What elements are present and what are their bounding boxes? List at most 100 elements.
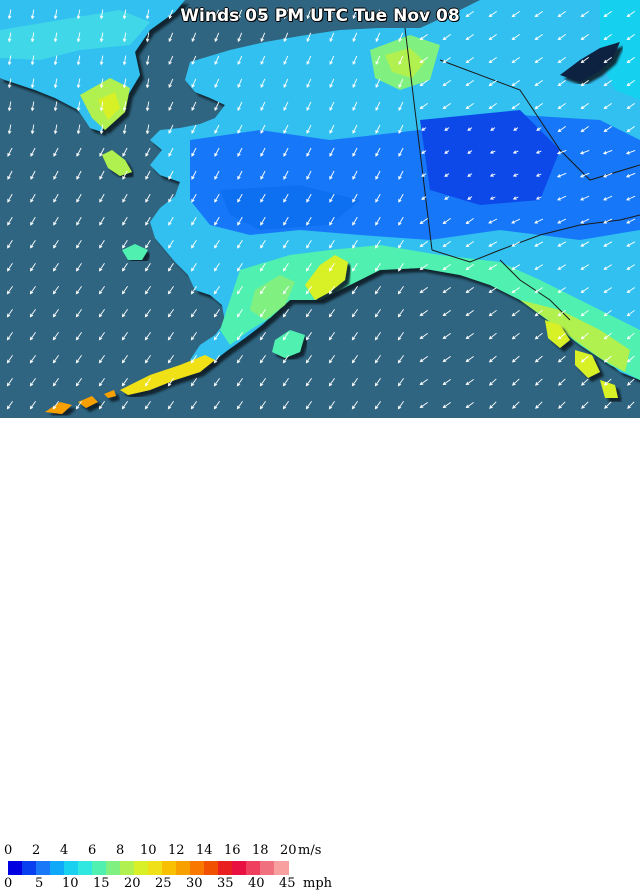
arrow-icon — [30, 216, 36, 226]
arrow-icon — [76, 170, 82, 180]
arrow-icon — [419, 402, 428, 409]
arrow-icon — [236, 355, 243, 364]
arrow-icon — [29, 332, 36, 341]
arrow-icon — [534, 11, 543, 18]
arrow-icon — [259, 332, 266, 341]
arrow-icon — [626, 241, 636, 247]
arrow-icon — [419, 333, 428, 340]
arrow-icon — [626, 57, 635, 64]
arrow-icon — [352, 193, 358, 203]
arrow-icon — [375, 78, 381, 88]
arrow-icon — [305, 262, 312, 272]
arrow-icon — [328, 332, 335, 341]
arrow-icon — [236, 286, 243, 295]
arrow-icon — [488, 378, 497, 386]
arrow-icon — [512, 196, 519, 200]
arrow-icon — [122, 9, 127, 20]
arrow-icon — [603, 195, 613, 201]
arrow-icon — [305, 401, 312, 410]
ms-tick-label: 20 — [280, 843, 297, 858]
arrow-icon — [259, 401, 266, 410]
arrow-icon — [168, 193, 174, 203]
mph-unit-label: mph — [303, 876, 333, 891]
arrow-icon — [351, 355, 358, 364]
arrow-icon — [511, 218, 521, 224]
arrow-icon — [398, 170, 404, 180]
color-swatch — [8, 861, 23, 875]
arrow-icon — [191, 170, 197, 180]
arrow-icon — [626, 195, 636, 201]
arrow-icon — [191, 239, 197, 249]
arrow-icon — [237, 147, 243, 157]
arrow-icon — [7, 147, 13, 157]
arrow-icon — [283, 147, 289, 157]
arrow-icon — [444, 127, 450, 131]
arrow-icon — [259, 286, 266, 295]
arrow-icon — [465, 11, 474, 18]
arrow-icon — [534, 57, 543, 64]
arrow-icon — [375, 9, 381, 20]
arrow-icon — [603, 264, 613, 270]
arrow-icon — [167, 332, 174, 341]
arrow-icon — [30, 170, 36, 180]
arrow-icon — [75, 355, 82, 364]
arrow-icon — [603, 332, 612, 340]
arrow-icon — [329, 239, 335, 249]
arrow-icon — [489, 401, 497, 409]
arrow-icon — [7, 170, 13, 180]
arrow-icon — [145, 9, 150, 20]
arrow-icon — [557, 378, 566, 386]
arrow-icon — [375, 32, 381, 43]
arrow-icon — [122, 101, 127, 112]
arrow-icon — [30, 147, 36, 157]
arrow-icon — [557, 126, 566, 133]
arrow-icon — [98, 262, 105, 272]
arrow-icon — [352, 78, 358, 88]
arrow-icon — [190, 262, 197, 272]
mph-tick-label: 40 — [248, 876, 265, 891]
arrow-icon — [237, 239, 243, 249]
color-swatch — [134, 861, 149, 875]
arrow-icon — [213, 262, 220, 272]
arrow-icon — [580, 11, 589, 18]
arrow-icon — [237, 32, 243, 43]
arrow-icon — [53, 124, 58, 135]
arrow-icon — [444, 150, 450, 154]
arrow-icon — [191, 216, 197, 226]
arrow-icon — [52, 378, 59, 387]
arrow-icon — [512, 150, 519, 154]
arrow-icon — [604, 401, 612, 409]
arrow-icon — [53, 193, 59, 203]
arrow-icon — [580, 241, 590, 247]
arrow-icon — [626, 218, 636, 224]
arrow-icon — [260, 216, 266, 226]
arrow-icon — [534, 355, 543, 363]
arrow-icon — [75, 262, 82, 272]
arrow-icon — [122, 32, 127, 43]
arrow-icon — [53, 55, 58, 66]
arrow-icon — [398, 32, 404, 43]
arrow-icon — [283, 193, 289, 203]
arrow-icon — [580, 264, 590, 270]
arrow-icon — [214, 124, 220, 134]
arrow-icon — [352, 124, 358, 134]
arrow-icon — [7, 101, 12, 112]
arrow-icon — [602, 149, 613, 155]
arrow-icon — [167, 355, 174, 364]
arrow-icon — [398, 101, 404, 111]
arrow-icon — [352, 216, 358, 226]
arrow-icon — [534, 287, 543, 294]
color-swatch — [106, 861, 121, 875]
arrow-icon — [465, 402, 474, 409]
color-swatch — [78, 861, 93, 875]
arrow-icon — [329, 216, 335, 226]
arrow-icon — [99, 193, 105, 203]
mph-tick-label: 10 — [62, 876, 79, 891]
arrow-icon — [191, 147, 197, 157]
color-swatch — [64, 861, 79, 875]
arrow-icon — [306, 101, 312, 111]
arrow-icon — [122, 147, 128, 157]
alaska-landmass — [150, 0, 640, 380]
arrow-icon — [145, 124, 150, 135]
arrow-icon — [167, 378, 174, 387]
